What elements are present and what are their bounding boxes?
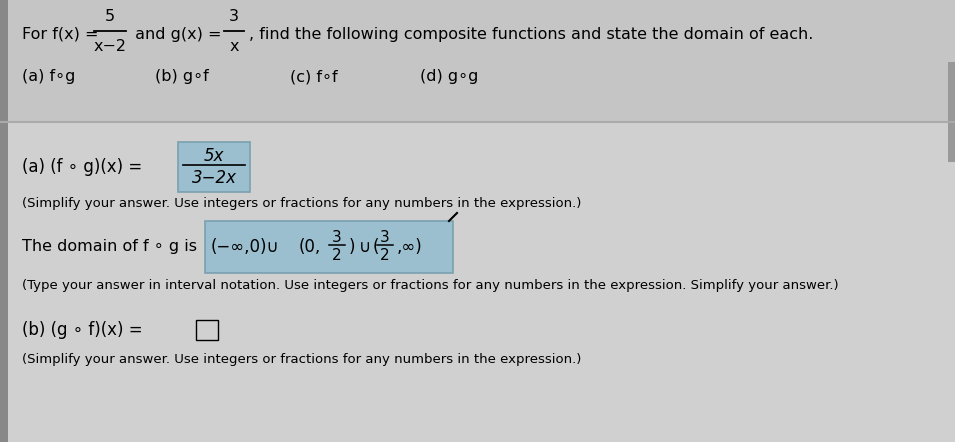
Text: 2: 2 xyxy=(380,248,390,263)
Bar xyxy=(0,122,955,442)
Text: 3−2x: 3−2x xyxy=(192,169,237,187)
Bar xyxy=(0,0,955,122)
Text: (b) g∘f: (b) g∘f xyxy=(155,69,209,84)
Text: (c) f∘f: (c) f∘f xyxy=(290,69,338,84)
Bar xyxy=(205,221,453,273)
Text: 3: 3 xyxy=(229,9,239,24)
Text: ∪: ∪ xyxy=(359,238,371,256)
Text: (a) f∘g: (a) f∘g xyxy=(22,69,75,84)
Text: , find the following composite functions and state the domain of each.: , find the following composite functions… xyxy=(249,27,814,42)
Text: (Type your answer in interval notation. Use integers or fractions for any number: (Type your answer in interval notation. … xyxy=(22,278,838,292)
Text: (Simplify your answer. Use integers or fractions for any numbers in the expressi: (Simplify your answer. Use integers or f… xyxy=(22,354,582,366)
Text: and g(x) =: and g(x) = xyxy=(130,27,226,42)
Text: 2: 2 xyxy=(332,248,342,263)
Text: 5x: 5x xyxy=(203,147,224,165)
Text: For f(x) =: For f(x) = xyxy=(22,27,104,42)
Text: The domain of f ∘ g is: The domain of f ∘ g is xyxy=(22,240,202,255)
Text: 3: 3 xyxy=(380,230,390,245)
Text: 5: 5 xyxy=(105,9,115,24)
Text: x: x xyxy=(229,39,239,54)
Text: ,∞): ,∞) xyxy=(397,238,423,256)
Bar xyxy=(0,0,8,442)
Text: (a) (f ∘ g)(x) =: (a) (f ∘ g)(x) = xyxy=(22,158,147,176)
Text: (Simplify your answer. Use integers or fractions for any numbers in the expressi: (Simplify your answer. Use integers or f… xyxy=(22,197,582,210)
Bar xyxy=(178,142,250,192)
Text: ): ) xyxy=(349,238,355,256)
Bar xyxy=(196,320,218,340)
Text: x−2: x−2 xyxy=(94,39,126,54)
Text: 3: 3 xyxy=(332,230,342,245)
Text: (−∞,0)∪: (−∞,0)∪ xyxy=(211,238,280,256)
Text: (: ( xyxy=(373,238,379,256)
Text: (b) (g ∘ f)(x) =: (b) (g ∘ f)(x) = xyxy=(22,321,148,339)
Bar xyxy=(948,62,955,162)
Text: (d) g∘g: (d) g∘g xyxy=(420,69,478,84)
Text: (0,: (0, xyxy=(299,238,321,256)
